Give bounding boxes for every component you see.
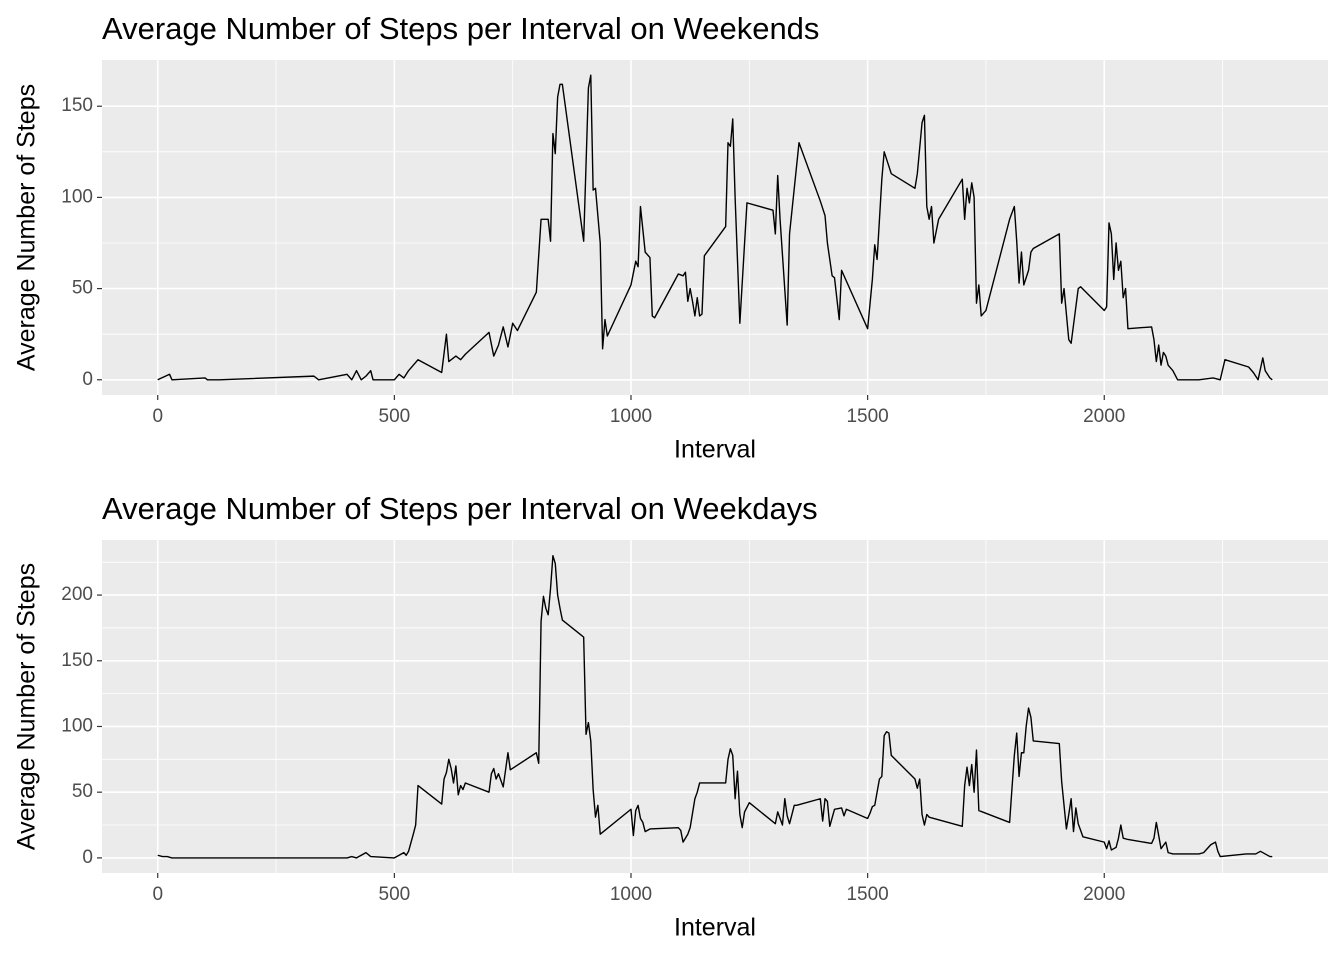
y-axis-title: Average Number of Steps xyxy=(13,563,41,850)
x-tick-label: 1500 xyxy=(846,884,888,905)
y-axis-title: Average Number of Steps xyxy=(13,84,41,371)
plot-panel xyxy=(102,60,1328,395)
x-tick-label: 2000 xyxy=(1083,884,1125,905)
y-tick-label: 0 xyxy=(82,369,93,390)
y-tick-label: 50 xyxy=(72,278,93,299)
y-tick-label: 150 xyxy=(61,650,93,671)
x-tick-label: 0 xyxy=(152,406,163,427)
x-axis-title: Interval xyxy=(674,436,756,464)
x-axis-title: Interval xyxy=(674,914,756,942)
x-tick-label: 0 xyxy=(152,884,163,905)
x-tick-label: 2000 xyxy=(1083,406,1125,427)
y-tick-label: 200 xyxy=(61,584,93,605)
plot-panel xyxy=(102,540,1328,873)
x-tick-label: 500 xyxy=(379,406,411,427)
y-tick-label: 150 xyxy=(61,95,93,116)
chart-title: Average Number of Steps per Interval on … xyxy=(102,11,819,46)
y-tick-label: 0 xyxy=(82,847,93,868)
x-tick-label: 500 xyxy=(379,884,411,905)
y-tick-label: 100 xyxy=(61,186,93,207)
y-tick-label: 100 xyxy=(61,715,93,736)
chart-title: Average Number of Steps per Interval on … xyxy=(102,491,818,526)
x-tick-label: 1000 xyxy=(610,406,652,427)
x-tick-label: 1500 xyxy=(846,406,888,427)
data-line xyxy=(157,74,1273,381)
y-tick-label: 50 xyxy=(72,781,93,802)
x-tick-label: 1000 xyxy=(610,884,652,905)
data-line xyxy=(157,554,1273,859)
